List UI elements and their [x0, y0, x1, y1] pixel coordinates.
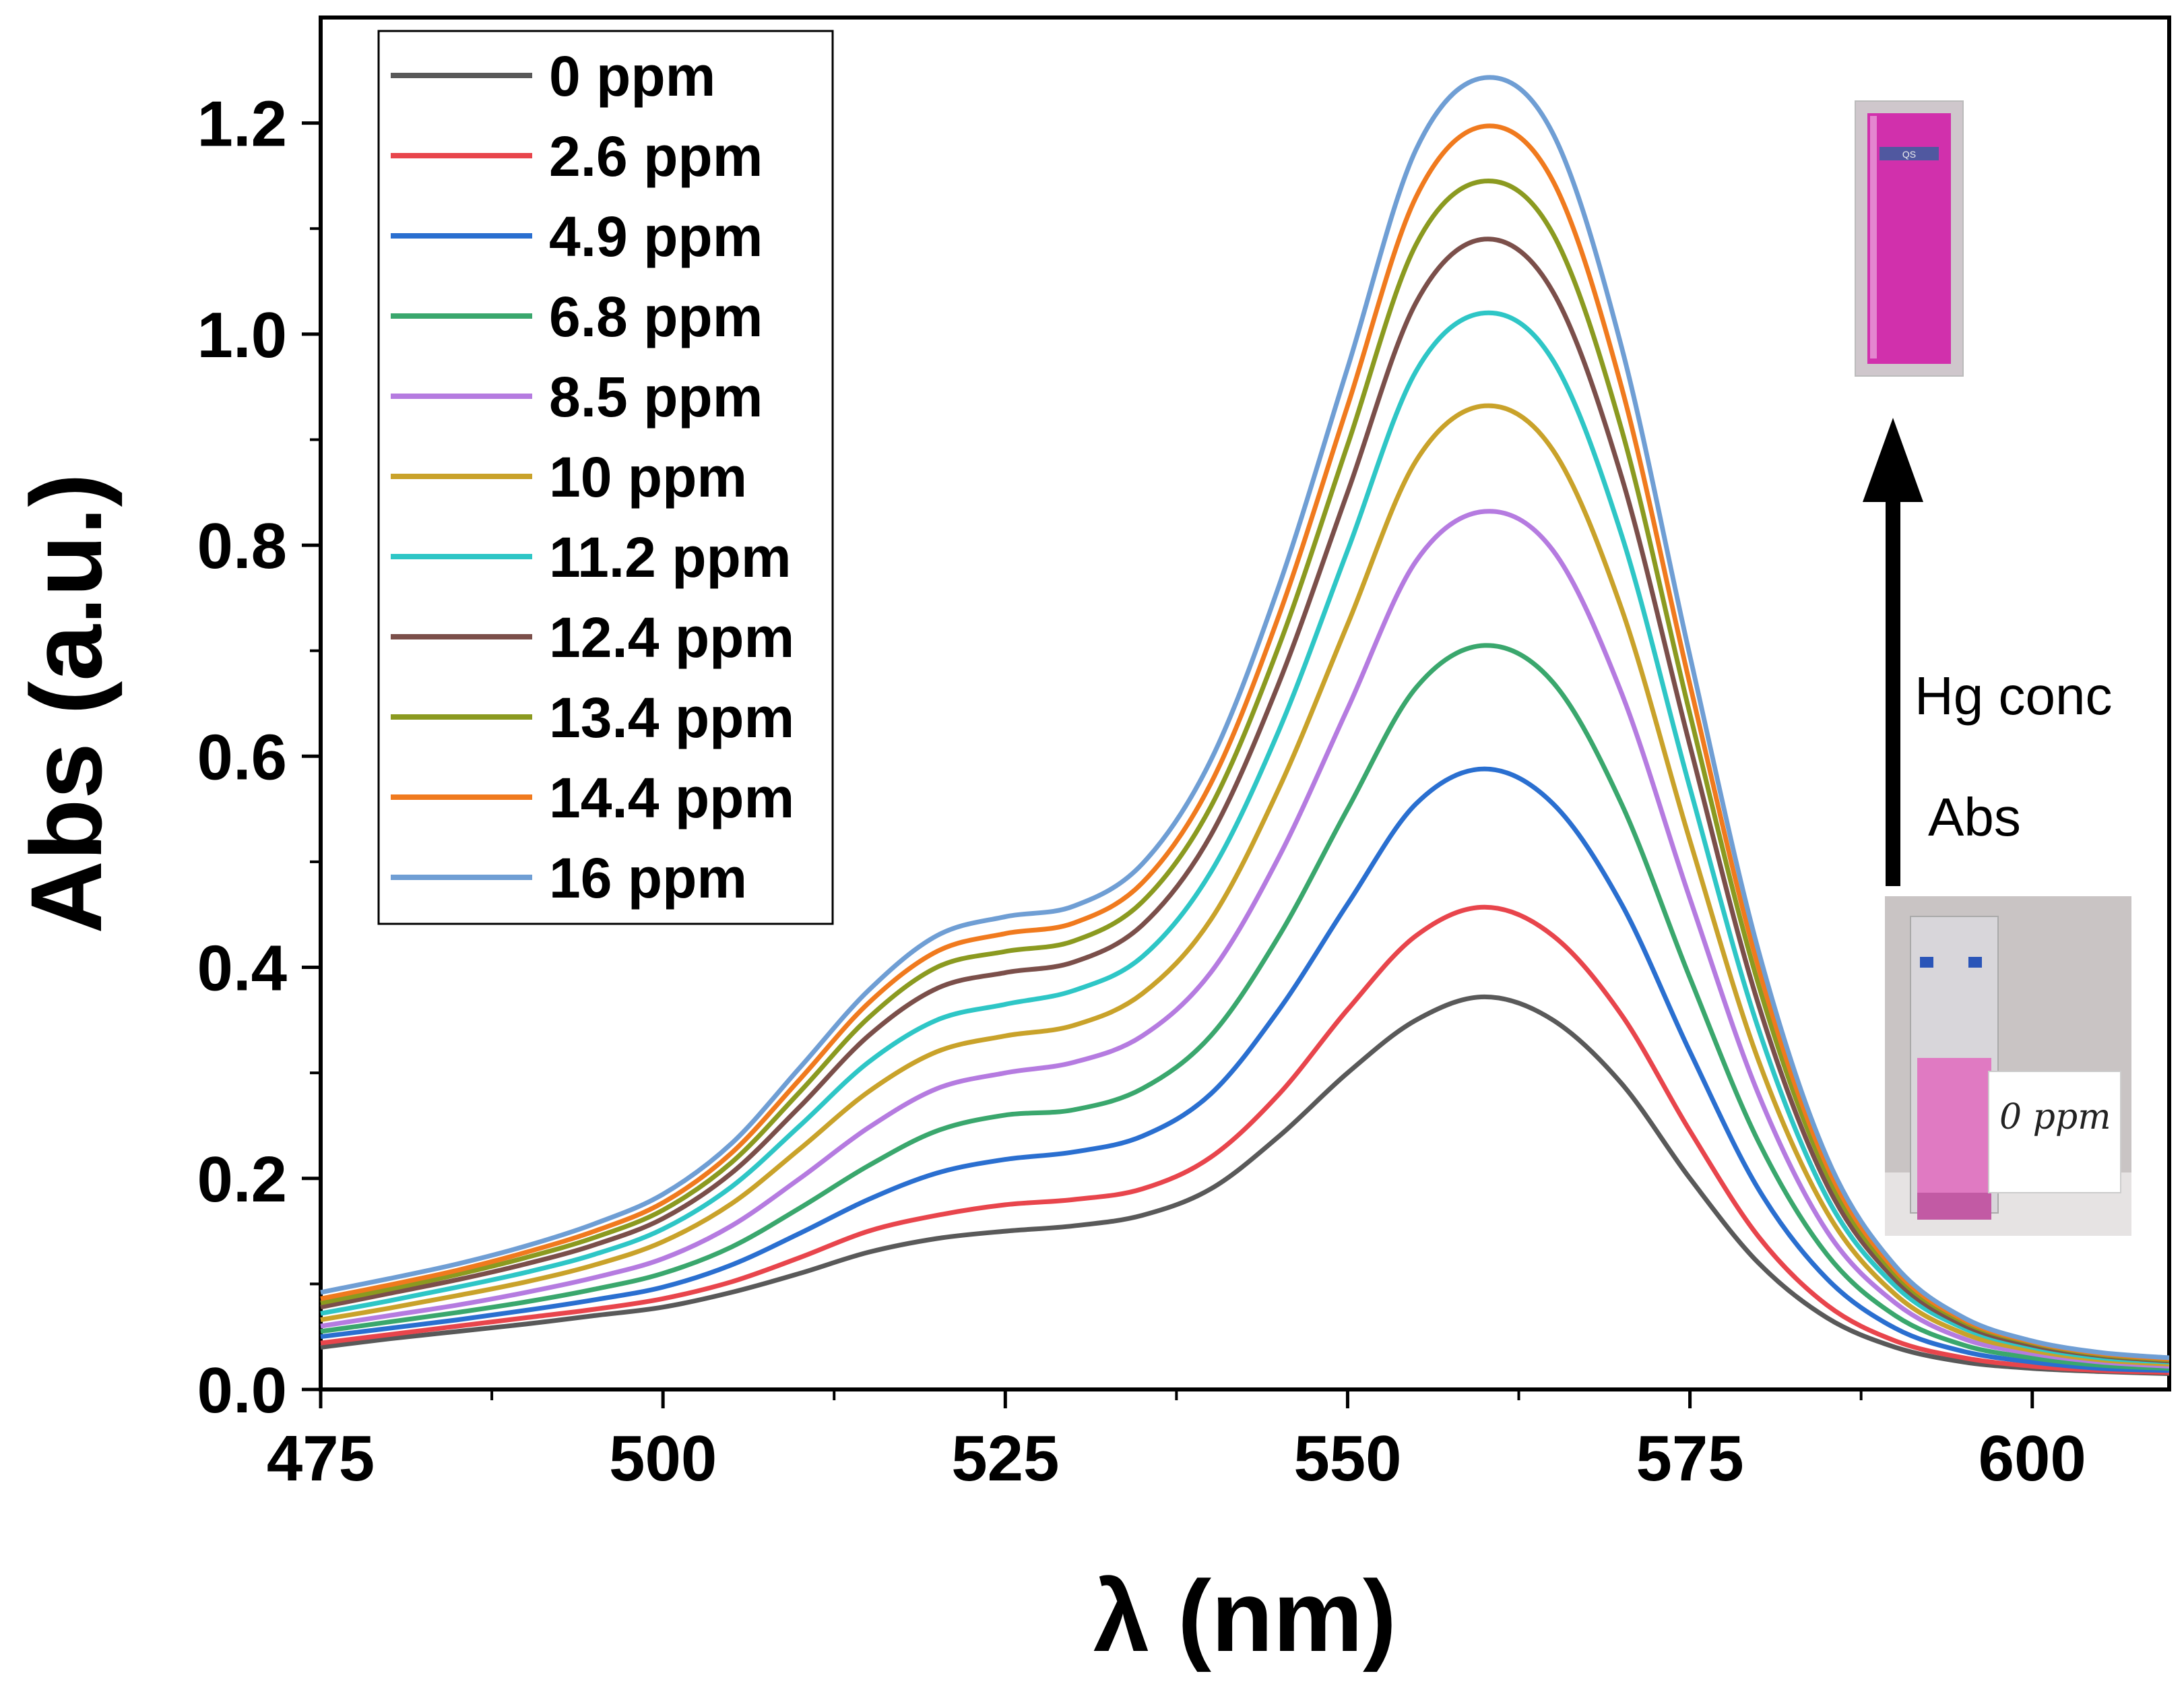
- y-tick-label: 0.8: [197, 510, 287, 582]
- series-line-8-5-ppm: [320, 509, 2170, 1369]
- legend-label: 11.2 ppm: [549, 526, 792, 589]
- series-line-0-ppm: [320, 994, 2170, 1376]
- series-line-14-4-ppm: [320, 123, 2170, 1362]
- plot-frame: [319, 15, 2171, 1391]
- legend-label: 0 ppm: [549, 44, 715, 108]
- y-axis-title: Abs (a.u.): [9, 473, 123, 933]
- arrow-label-abs: Abs: [1928, 787, 2021, 847]
- y-axis-ticks: 0.0 0.2 0.4 0.6 0.8 1.0 1.2: [197, 88, 321, 1427]
- x-tick-label: 475: [267, 1422, 375, 1495]
- legend-label: 14.4 ppm: [549, 766, 794, 830]
- vial-photo-high: QS: [1855, 100, 1964, 377]
- series-lines: [320, 75, 2170, 1376]
- photo-note-text: 0 ppm: [1999, 1097, 2111, 1137]
- y-tick-label: 1.2: [197, 88, 287, 160]
- legend: 0 ppm 2.6 ppm 4.9 ppm 6.8 ppm 8.5 ppm 10 ppm 1…: [377, 30, 834, 925]
- series-line-11-2-ppm: [320, 310, 2170, 1365]
- legend-items: 0 ppm 2.6 ppm 4.9 ppm 6.8 ppm 8.5 ppm 10 ppm 1…: [391, 44, 794, 910]
- x-tick-label: 550: [1293, 1422, 1401, 1495]
- svg-text:QS: QS: [1902, 149, 1916, 160]
- legend-label: 2.6 ppm: [549, 125, 763, 188]
- legend-label: 4.9 ppm: [549, 205, 763, 268]
- legend-label: 12.4 ppm: [549, 606, 794, 669]
- x-tick-label: 600: [1979, 1422, 2086, 1495]
- arrow-label-hg-conc: Hg conc: [1915, 666, 2112, 726]
- series-line-16-ppm: [320, 75, 2170, 1360]
- x-tick-label: 575: [1636, 1422, 1744, 1495]
- x-axis-ticks: 475 500 525 550 575 600: [267, 1389, 2086, 1495]
- legend-label: 6.8 ppm: [549, 285, 763, 348]
- x-tick-label: 500: [609, 1422, 717, 1495]
- y-tick-label: 0.2: [197, 1144, 287, 1216]
- hg-conc-arrow: [1863, 418, 1923, 886]
- series-line-10-ppm: [320, 403, 2170, 1367]
- x-tick-label: 525: [951, 1422, 1059, 1495]
- series-line-4-9-ppm: [320, 766, 2170, 1373]
- y-tick-label: 0.0: [197, 1354, 287, 1427]
- series-line-6-8-ppm: [320, 643, 2170, 1371]
- x-axis-title: λ (nm): [1093, 1559, 1396, 1672]
- y-tick-label: 1.0: [197, 299, 287, 371]
- series-line-13-4-ppm: [320, 179, 2170, 1363]
- legend-label: 10 ppm: [549, 445, 747, 509]
- y-tick-label: 0.6: [197, 721, 287, 793]
- y-tick-label: 0.4: [197, 933, 287, 1005]
- legend-label: 13.4 ppm: [549, 686, 794, 749]
- legend-label: 8.5 ppm: [549, 365, 763, 429]
- series-line-2-6-ppm: [320, 904, 2170, 1375]
- vial-photo-zero: 0 ppm: [1885, 896, 2131, 1236]
- series-line-12-4-ppm: [320, 237, 2170, 1364]
- legend-label: 16 ppm: [549, 846, 747, 910]
